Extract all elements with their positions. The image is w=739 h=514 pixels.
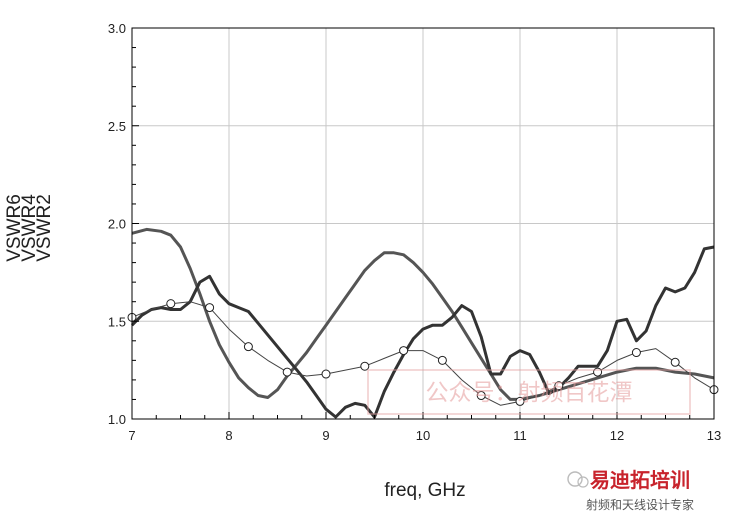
series-line-2	[130, 245, 715, 419]
badge-title: 易迪拓培训	[590, 468, 690, 492]
y-tick-label: 1.5	[108, 314, 126, 329]
y-tick-label: 1.0	[108, 412, 126, 427]
x-tick-label: 8	[225, 428, 232, 443]
series-marker	[243, 342, 253, 352]
x-tick-label: 7	[128, 428, 135, 443]
series-marker	[554, 381, 564, 391]
x-axis-label: freq, GHz	[384, 480, 465, 501]
y-tick-label: 3.0	[108, 21, 126, 36]
series-marker	[282, 367, 292, 377]
y-axis-ticks: 1.0 1.5 2.0 2.5 3.0	[108, 21, 139, 427]
watermark-badge: 易迪拓培训 射频和天线设计专家	[567, 468, 694, 512]
x-tick-label: 11	[513, 428, 527, 443]
x-tick-label: 10	[416, 428, 430, 443]
wechat-icon	[567, 471, 583, 487]
series-marker	[437, 355, 447, 365]
series-marker	[476, 391, 486, 401]
series-marker	[360, 361, 370, 371]
series-marker	[205, 303, 215, 313]
series-layer	[130, 227, 715, 419]
series-marker	[321, 369, 331, 379]
y-axis-labels: VSWR6 VSWR4 VSWR2	[4, 194, 55, 262]
watermark-text: 公众号：射频百花潭	[426, 380, 633, 406]
y-tick-label: 2.5	[108, 119, 126, 134]
y-axis-label-vswr2: VSWR2	[34, 194, 55, 262]
series-marker	[631, 348, 641, 358]
series-marker	[670, 357, 680, 367]
x-tick-label: 9	[322, 428, 329, 443]
y-axis-label-vswr6: VSWR6	[4, 194, 25, 262]
grid	[131, 27, 715, 420]
series-marker	[399, 346, 409, 356]
series-marker	[166, 299, 176, 309]
x-tick-label: 13	[707, 428, 721, 443]
badge-subtitle: 射频和天线设计专家	[586, 497, 694, 512]
x-tick-label: 12	[610, 428, 624, 443]
series-marker	[515, 396, 525, 406]
y-tick-label: 2.0	[108, 217, 126, 232]
series-line-3	[131, 301, 715, 406]
watermark-stamp: 公众号：射频百花潭	[367, 369, 691, 415]
y-axis-label-vswr4: VSWR4	[19, 194, 40, 262]
x-axis-ticks: 7 8 9 10 11 12 13	[128, 412, 721, 443]
